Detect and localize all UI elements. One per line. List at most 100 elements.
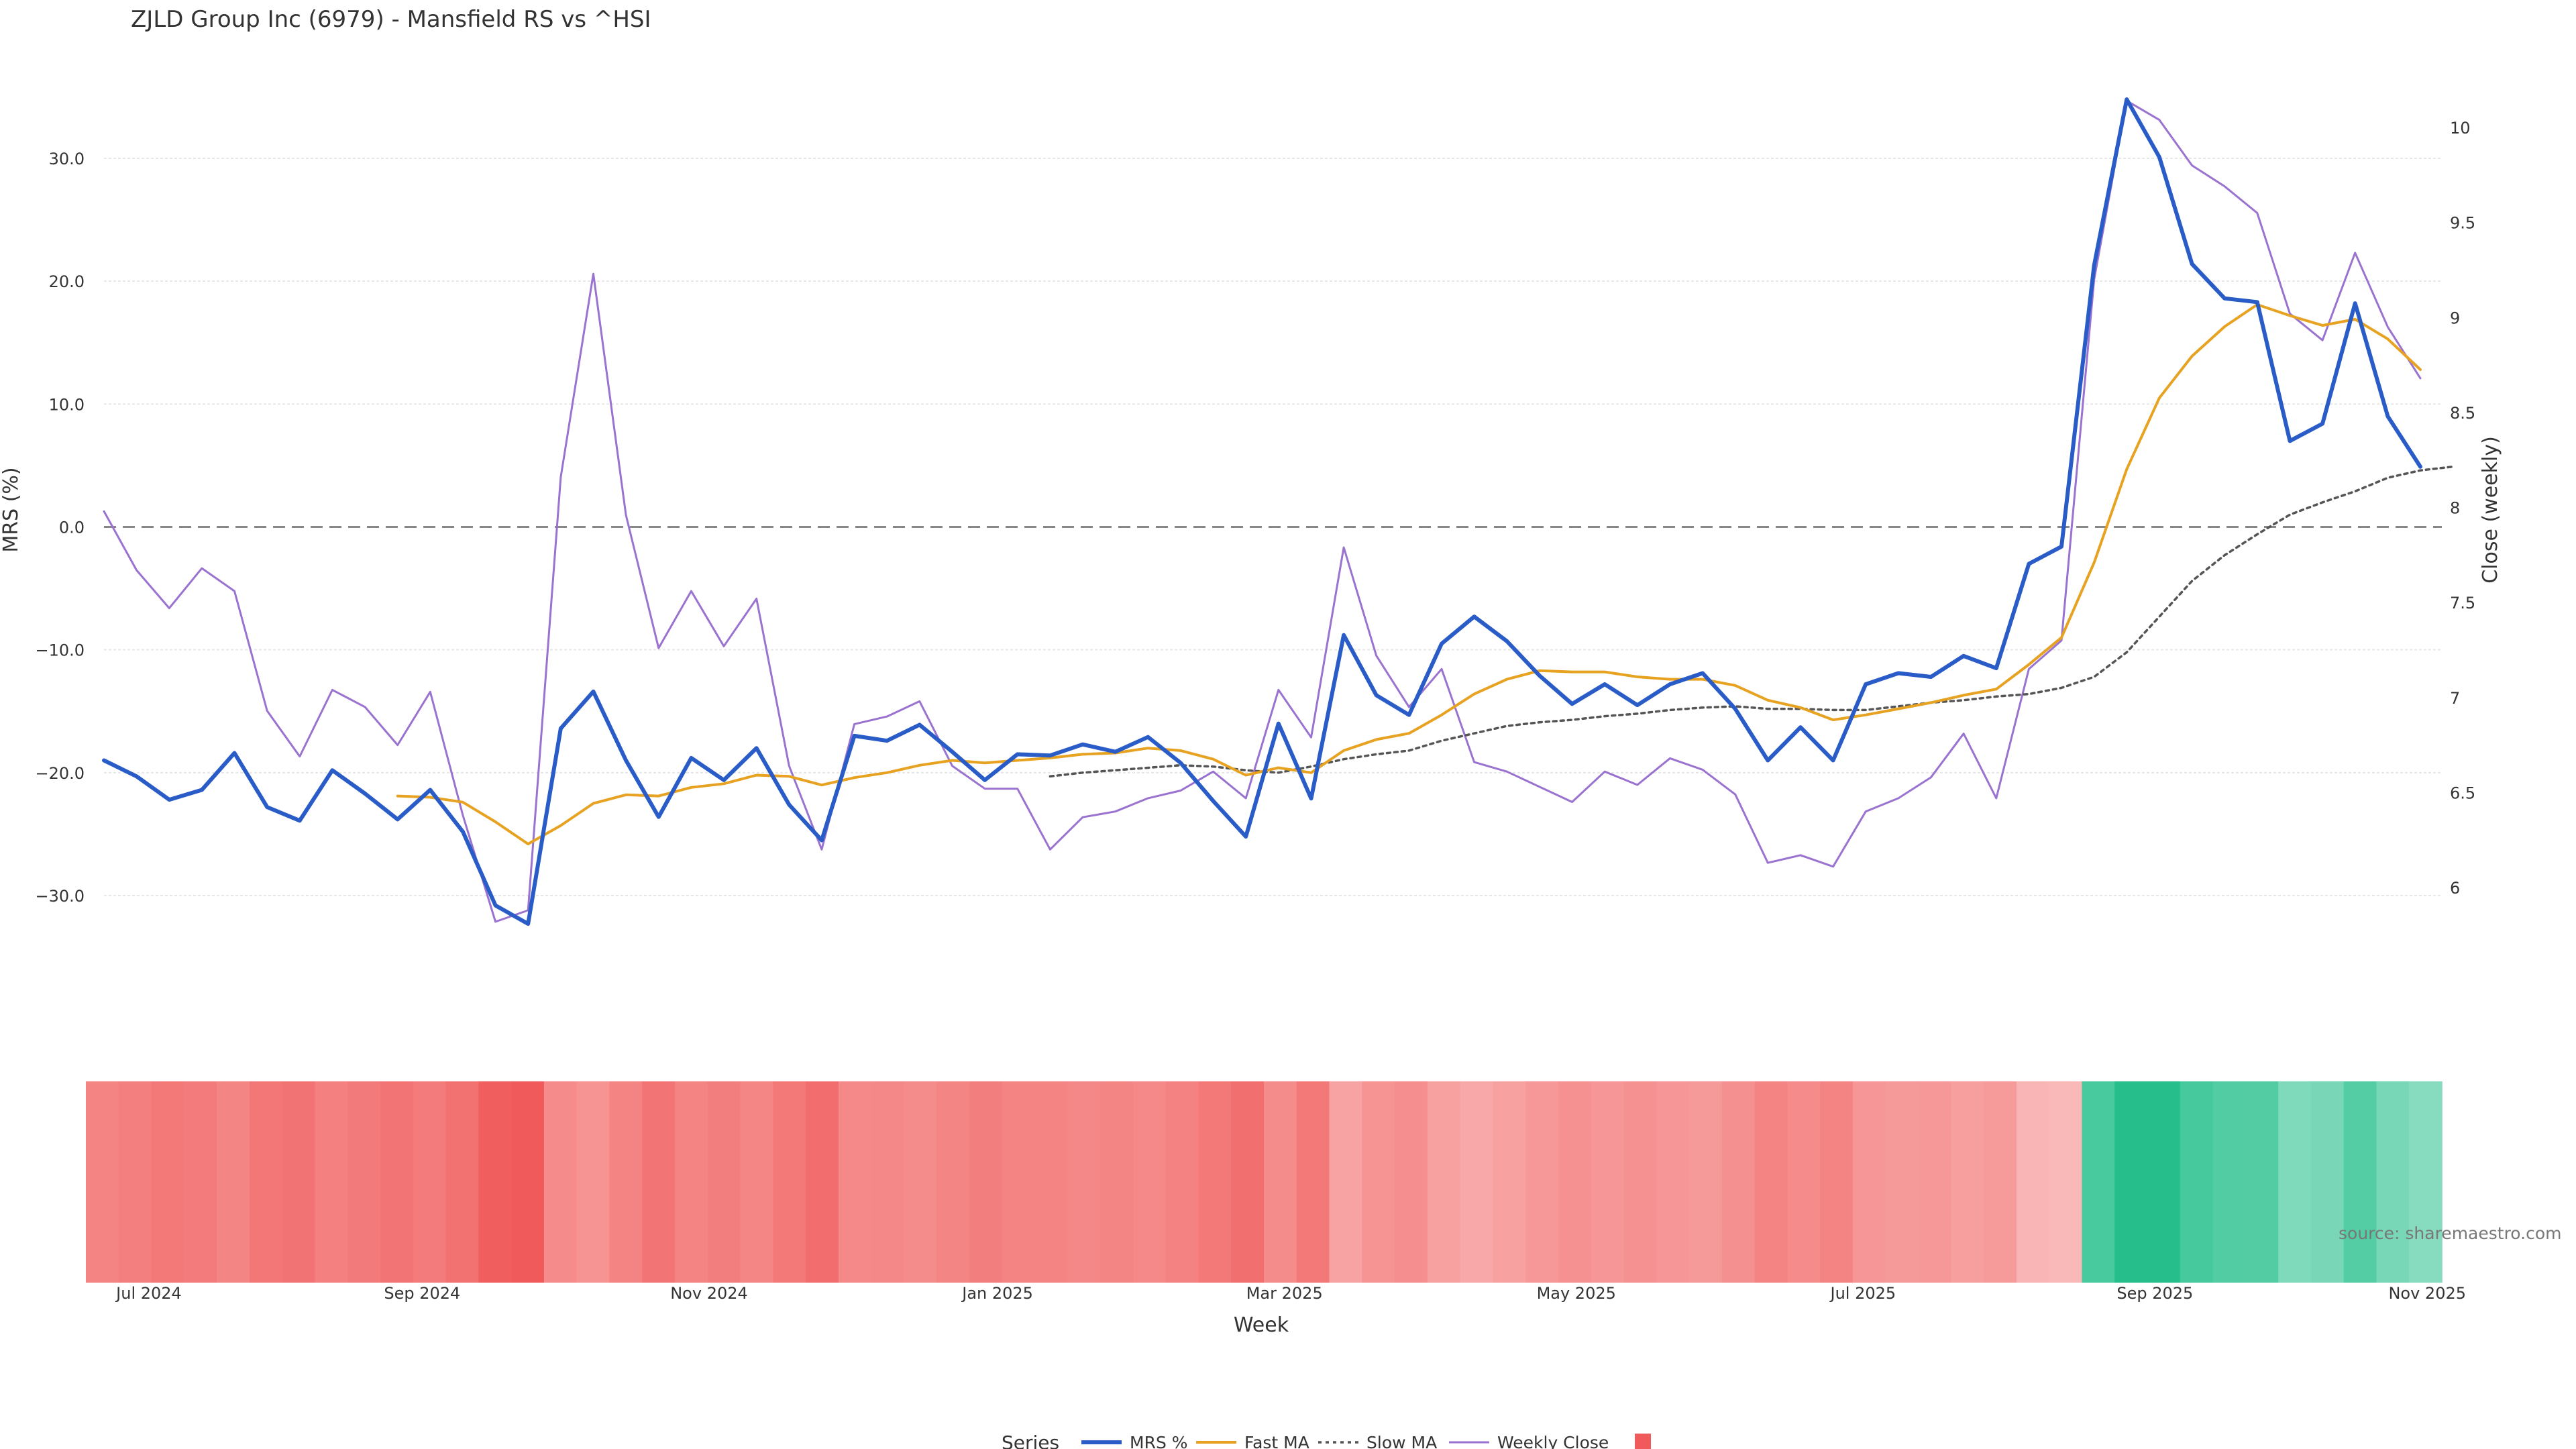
heatmap-cell xyxy=(707,1081,741,1283)
heatmap-cell xyxy=(773,1081,806,1283)
heatmap-cell xyxy=(675,1081,708,1283)
heatmap-cell xyxy=(2376,1081,2410,1283)
left-tick-label: −10.0 xyxy=(35,641,85,660)
left-tick-label: 0.0 xyxy=(59,519,85,537)
right-axis-ticks: 10 9.5 9 8.5 8 7.5 7 6.5 6 xyxy=(2450,119,2475,898)
left-tick-label: −20.0 xyxy=(35,764,85,783)
legend-label: Slow MA xyxy=(1366,1433,1437,1449)
heatmap-cell xyxy=(1100,1081,1134,1283)
x-axis-ticks: Jul 2024 Sep 2024 Nov 2024 Jan 2025 Mar 2025… xyxy=(115,1284,2466,1303)
heatmap-cell xyxy=(1885,1081,1919,1283)
x-tick-label: Nov 2024 xyxy=(670,1284,748,1303)
heatmap-cell xyxy=(1460,1081,1494,1283)
heatmap-cell xyxy=(1067,1081,1101,1283)
right-tick-label: 6.5 xyxy=(2450,784,2475,802)
heatmap-cell xyxy=(2147,1081,2181,1283)
plot-area xyxy=(102,97,2455,926)
heatmap-cell xyxy=(511,1081,545,1283)
heatmap-cell xyxy=(1853,1081,1886,1283)
series-line-weekly-close xyxy=(103,99,2422,923)
heatmap-cell xyxy=(2114,1081,2148,1283)
right-tick-label: 7 xyxy=(2450,689,2460,708)
heatmap-cell xyxy=(642,1081,676,1283)
chart-title: ZJLD Group Inc (6979) - Mansfield RS vs … xyxy=(131,6,651,33)
heatmap-cell xyxy=(1198,1081,1232,1283)
heatmap-cell xyxy=(1689,1081,1723,1283)
heatmap-cell xyxy=(2049,1081,2083,1283)
heatmap-cell xyxy=(1951,1081,1984,1283)
heatmap-cell xyxy=(2016,1081,2050,1283)
heatmap-cell xyxy=(1623,1081,1658,1283)
heatmap-cell xyxy=(2082,1081,2116,1283)
right-axis-title: Close (weekly) xyxy=(2479,436,2502,584)
heatmap-strip xyxy=(86,1081,2443,1283)
x-tick-label: May 2025 xyxy=(1537,1284,1616,1303)
heatmap-cell xyxy=(740,1081,774,1283)
heatmap-cell xyxy=(936,1081,970,1283)
legend-label: Weekly Close xyxy=(1497,1433,1609,1449)
x-tick-label: Sep 2024 xyxy=(384,1284,460,1303)
heatmap-cell xyxy=(118,1081,152,1283)
left-tick-label: 20.0 xyxy=(49,272,85,291)
heatmap-cell xyxy=(1296,1081,1330,1283)
right-tick-label: 6 xyxy=(2450,879,2460,898)
heatmap-cell xyxy=(1525,1081,1559,1283)
heatmap-cell xyxy=(1754,1081,1788,1283)
legend-heatmap-swatch xyxy=(1635,1434,1651,1449)
heatmap-cell xyxy=(1132,1081,1167,1283)
heatmap-cell xyxy=(2278,1081,2312,1283)
legend-label: MRS % xyxy=(1130,1433,1188,1449)
heatmap-cell xyxy=(1034,1081,1069,1283)
x-tick-label: Jul 2024 xyxy=(115,1284,182,1303)
series-line-fast-ma xyxy=(396,303,2422,846)
heatmap-cell xyxy=(806,1081,839,1283)
legend: Series MRS % Fast MA Slow MA Weekly Close xyxy=(1002,1432,1651,1449)
heatmap-cell xyxy=(2180,1081,2214,1283)
heatmap-cell xyxy=(86,1081,119,1283)
heatmap-cell xyxy=(478,1081,512,1283)
right-tick-label: 8 xyxy=(2450,499,2460,518)
right-tick-label: 10 xyxy=(2450,119,2471,138)
heatmap-cell xyxy=(1984,1081,2017,1283)
heatmap-cell xyxy=(1787,1081,1821,1283)
heatmap-cell xyxy=(380,1081,414,1283)
x-tick-label: Mar 2025 xyxy=(1246,1284,1323,1303)
heatmap-cell xyxy=(1427,1081,1461,1283)
legend-title: Series xyxy=(1002,1432,1059,1449)
heatmap-cell xyxy=(576,1081,610,1283)
heatmap-cell xyxy=(282,1081,316,1283)
heatmap-cell xyxy=(1362,1081,1395,1283)
x-tick-label: Jan 2025 xyxy=(961,1284,1033,1303)
heatmap-cell xyxy=(413,1081,447,1283)
heatmap-cell xyxy=(151,1081,185,1283)
heatmap-cell xyxy=(609,1081,643,1283)
heatmap-cell xyxy=(969,1081,1003,1283)
heatmap-cell xyxy=(1395,1081,1428,1283)
heatmap-cell xyxy=(2343,1081,2377,1283)
heatmap-cell xyxy=(2409,1081,2443,1283)
left-axis-ticks: 30.0 20.0 10.0 0.0 −10.0 −20.0 −30.0 xyxy=(35,150,85,906)
heatmap-cell xyxy=(1231,1081,1265,1283)
right-tick-label: 9 xyxy=(2450,309,2460,327)
left-tick-label: −30.0 xyxy=(35,887,85,906)
heatmap-cell xyxy=(838,1081,872,1283)
heatmap-cell xyxy=(1329,1081,1363,1283)
legend-label: Fast MA xyxy=(1244,1433,1309,1449)
heatmap-cell xyxy=(217,1081,250,1283)
x-axis-title: Week xyxy=(1234,1313,1289,1337)
series-line-slow-ma xyxy=(1049,465,2455,778)
heatmap-cell xyxy=(543,1081,578,1283)
series-line-mrs xyxy=(102,97,2422,926)
heatmap-cell xyxy=(1165,1081,1199,1283)
heatmap-cell xyxy=(184,1081,217,1283)
heatmap-cell xyxy=(347,1081,381,1283)
x-tick-label: Jul 2025 xyxy=(1829,1284,1896,1303)
series-layer xyxy=(102,97,2455,926)
right-tick-label: 7.5 xyxy=(2450,594,2475,612)
heatmap-cell xyxy=(1918,1081,1952,1283)
right-tick-label: 8.5 xyxy=(2450,404,2475,423)
heatmap-cell xyxy=(2245,1081,2279,1283)
heatmap-cell xyxy=(1591,1081,1625,1283)
heatmap-cell xyxy=(315,1081,349,1283)
